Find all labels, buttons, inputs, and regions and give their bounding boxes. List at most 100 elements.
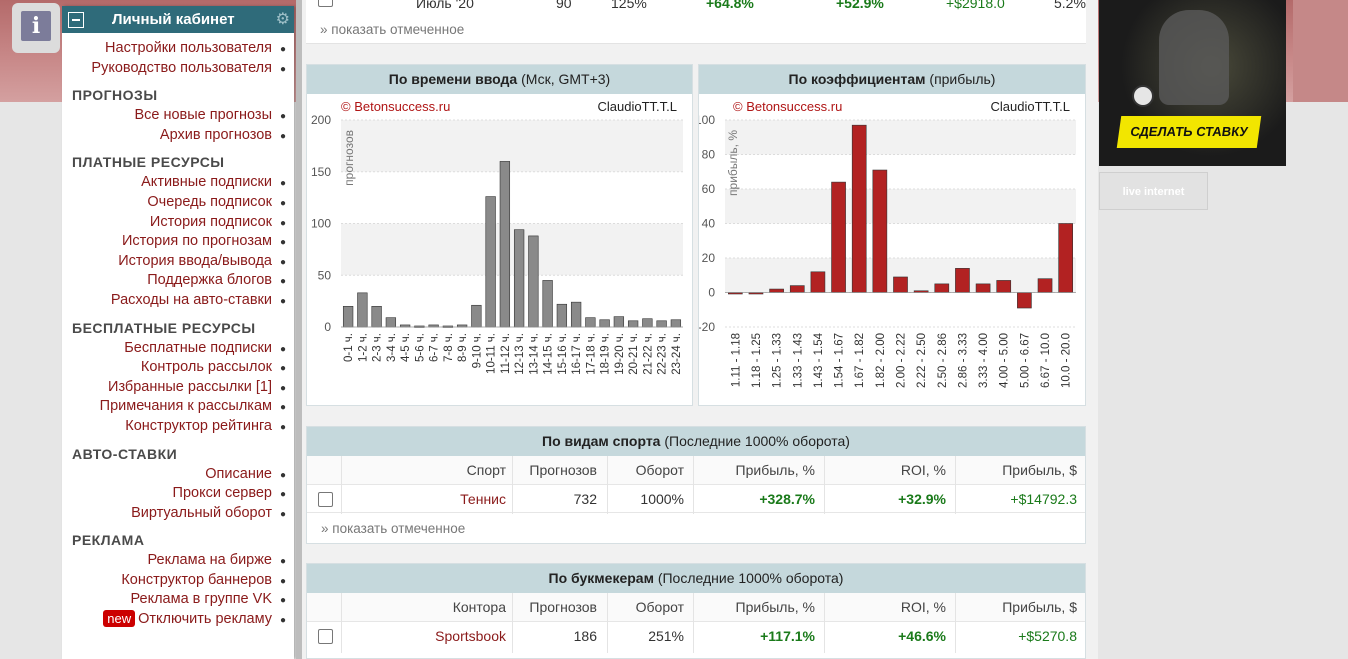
sidebar-link[interactable]: Расходы на авто-ставки ●: [110, 291, 286, 308]
row-checkbox[interactable]: [318, 492, 333, 507]
bar: [342, 306, 354, 328]
turnover-cell: 125%: [611, 0, 647, 11]
col-profit-usd[interactable]: Прибыль, $: [1002, 462, 1077, 478]
place-bet-button[interactable]: СДЕЛАТЬ СТАВКУ: [1116, 116, 1262, 148]
counter-banner[interactable]: live internet: [1099, 172, 1208, 210]
row-checkbox[interactable]: [318, 629, 333, 644]
ad-banner[interactable]: СДЕЛАТЬ СТАВКУ: [1099, 0, 1286, 166]
sidebar-link[interactable]: История ввода/вывода ●: [118, 252, 286, 269]
col-sport[interactable]: Спорт: [466, 462, 506, 478]
sidebar-link[interactable]: Контроль рассылок ●: [140, 359, 286, 376]
sidebar-link-disable-ads[interactable]: new Отключить рекламу ●: [62, 610, 294, 630]
sidebar-link-manual[interactable]: Руководство пользователя ●: [91, 59, 286, 76]
bar: [670, 319, 682, 328]
col-roi[interactable]: ROI, %: [900, 599, 946, 615]
sidebar-link[interactable]: История подписок ●: [149, 213, 286, 230]
col-turnover[interactable]: Оборот: [635, 462, 684, 478]
x-tick-label: 1.82 - 2.00: [875, 333, 887, 388]
x-tick-label: 11-12 ч.: [500, 333, 512, 374]
x-tick-label: 1.25 - 1.33: [772, 333, 784, 388]
col-bookmaker[interactable]: Контора: [452, 599, 506, 615]
bar: [831, 181, 846, 293]
sidebar-link-settings[interactable]: Настройки пользователя ●: [105, 40, 286, 56]
sidebar-link[interactable]: Активные подписки ●: [141, 174, 286, 191]
x-tick-label: 2.00 - 2.22: [896, 333, 908, 388]
y-tick-label: -20: [699, 320, 715, 334]
x-tick-label: 13-14 ч.: [528, 333, 540, 375]
collapse-icon[interactable]: [68, 12, 84, 28]
sidebar-link[interactable]: Реклама в группе VK ●: [130, 591, 286, 608]
bar: [1058, 223, 1073, 293]
y-axis-label: прибыль, %: [726, 130, 740, 196]
y-tick-label: 40: [702, 217, 716, 231]
sidebar-link[interactable]: Бесплатные подписки ●: [124, 339, 286, 356]
roi-cell: +52.9%: [836, 0, 884, 11]
bar: [872, 169, 888, 293]
grid-band: [725, 154, 1076, 189]
show-selected-link[interactable]: » показать отмеченное: [320, 22, 465, 37]
sidebar-title: Личный кабинет: [112, 11, 235, 28]
grid-band: [725, 223, 1076, 258]
col-roi[interactable]: ROI, %: [900, 462, 946, 478]
x-tick-label: 1.43 - 1.54: [813, 332, 825, 388]
x-tick-label: 19-20 ч.: [614, 333, 626, 375]
x-tick-label: 7-8 ч.: [443, 333, 455, 362]
new-badge: new: [103, 610, 136, 628]
sidebar: Личный кабинет ⚙ Настройки пользователя ●…: [62, 6, 294, 659]
sidebar-link[interactable]: Прокси сервер ●: [172, 485, 286, 502]
sidebar-scrollbar[interactable]: [296, 0, 302, 659]
col-profit-pct[interactable]: Прибыль, %: [735, 599, 815, 615]
roi-cell: +32.9%: [898, 491, 946, 507]
col-count[interactable]: Прогнозов: [529, 462, 597, 478]
col-turnover[interactable]: Оборот: [635, 599, 684, 615]
col-count[interactable]: Прогнозов: [529, 599, 597, 615]
bar: [934, 283, 950, 293]
bar: [599, 319, 610, 328]
x-tick-label: 4.00 - 5.00: [999, 333, 1011, 388]
bar: [357, 292, 368, 328]
sidebar-link[interactable]: Описание ●: [205, 465, 286, 482]
gear-icon[interactable]: ⚙: [275, 11, 290, 28]
grid-band: [341, 223, 683, 276]
count-cell: 732: [573, 491, 597, 507]
bar: [789, 285, 805, 293]
x-tick-label: 23-24 ч.: [671, 333, 683, 375]
x-tick-label: 4-5 ч.: [400, 333, 412, 362]
x-tick-label: 2.86 - 3.33: [957, 333, 969, 388]
sidebar-link[interactable]: Очередь подписок ●: [147, 193, 286, 210]
x-tick-label: 5.00 - 6.67: [1019, 333, 1031, 388]
section-title-free: БЕСПЛАТНЫЕ РЕСУРСЫ: [72, 319, 256, 336]
x-tick-label: 17-18 ч.: [585, 333, 597, 375]
sidebar-link[interactable]: Конструктор баннеров ●: [121, 571, 286, 588]
sidebar-link[interactable]: Избранные рассылки [1] ●: [108, 378, 286, 395]
show-selected-link[interactable]: » показать отмеченное: [321, 521, 466, 536]
last-cell: 5.2%: [1054, 0, 1086, 11]
bar: [542, 280, 553, 328]
bookmaker-name[interactable]: Sportsbook: [435, 628, 506, 644]
col-profit-pct[interactable]: Прибыль, %: [735, 462, 815, 478]
header-background-right: [1293, 0, 1348, 102]
sidebar-link[interactable]: Примечания к рассылкам ●: [99, 398, 286, 415]
info-button[interactable]: i: [12, 3, 60, 53]
grid-band: [341, 275, 683, 327]
grid-band: [341, 120, 683, 172]
col-profit-usd[interactable]: Прибыль, $: [1002, 599, 1077, 615]
sidebar-link[interactable]: История по прогнозам ●: [121, 233, 286, 250]
x-tick-label: 2.50 - 2.86: [937, 333, 949, 388]
section-title-ads: РЕКЛАМА: [72, 532, 145, 549]
sidebar-link[interactable]: Виртуальный оборот ●: [131, 504, 286, 521]
x-tick-label: 16-17 ч.: [571, 333, 583, 375]
chart-coef: -20 0 20 40 60 80 100 © Betonsuccess.ru ClaudioT…: [699, 99, 1076, 388]
sidebar-link[interactable]: Поддержка блогов ●: [147, 272, 286, 289]
profit-pct-cell: +328.7%: [759, 491, 815, 507]
sport-name[interactable]: Теннис: [460, 491, 506, 507]
sidebar-link[interactable]: Все новые прогнозы ●: [134, 107, 286, 124]
sidebar-link[interactable]: Реклама на бирже ●: [147, 552, 286, 569]
row-checkbox[interactable]: [318, 0, 333, 7]
sidebar-link[interactable]: Конструктор рейтинга ●: [125, 417, 286, 434]
bar: [893, 276, 908, 293]
bar: [1017, 292, 1032, 309]
bar: [471, 304, 482, 328]
profit-usd-cell: +$14792.3: [1010, 491, 1077, 507]
sidebar-link[interactable]: Архив прогнозов ●: [159, 126, 286, 143]
